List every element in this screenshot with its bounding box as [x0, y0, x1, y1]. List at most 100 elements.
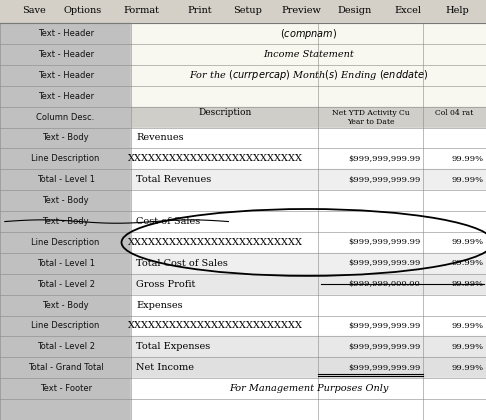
Bar — [0, 0, 486, 23]
Text: $999,999,999.99: $999,999,999.99 — [348, 259, 420, 267]
Text: Line Description: Line Description — [32, 321, 100, 331]
Bar — [0, 357, 131, 378]
Text: 99.99%: 99.99% — [451, 364, 484, 372]
Text: 99.99%: 99.99% — [451, 259, 484, 267]
Text: Print: Print — [187, 6, 211, 15]
Text: Text - Body: Text - Body — [42, 301, 89, 310]
Bar — [131, 86, 486, 107]
Bar — [0, 65, 131, 86]
Bar — [131, 274, 486, 295]
Text: Total - Grand Total: Total - Grand Total — [28, 363, 104, 372]
Bar — [131, 148, 486, 169]
Text: Text - Header: Text - Header — [37, 71, 94, 80]
Text: Preview: Preview — [281, 6, 321, 15]
Bar — [0, 378, 131, 399]
Bar — [0, 336, 131, 357]
Bar — [131, 232, 486, 253]
Text: Help: Help — [445, 6, 469, 15]
Text: Revenues: Revenues — [136, 134, 184, 142]
Bar — [131, 107, 486, 128]
Text: Income Statement: Income Statement — [263, 50, 354, 59]
Bar — [0, 232, 131, 253]
Text: $999,999,999.99: $999,999,999.99 — [348, 343, 420, 351]
Text: For the $(currper cap)$ Month$(s)$ Ending $(enddate)$: For the $(currper cap)$ Month$(s)$ Endin… — [189, 68, 428, 82]
Text: Total Cost of Sales: Total Cost of Sales — [136, 259, 228, 268]
Text: XXXXXXXXXXXXXXXXXXXXXXXXX: XXXXXXXXXXXXXXXXXXXXXXXXX — [128, 238, 303, 247]
Text: Text - Body: Text - Body — [42, 196, 89, 205]
Bar — [0, 315, 131, 336]
Text: Line Description: Line Description — [32, 238, 100, 247]
Text: Column Desc.: Column Desc. — [36, 113, 95, 122]
Bar — [0, 86, 131, 107]
Text: Line Description: Line Description — [32, 155, 100, 163]
Text: Text - Body: Text - Body — [42, 217, 89, 226]
Text: Options: Options — [64, 6, 102, 15]
Text: Col 04 rat: Col 04 rat — [435, 108, 473, 116]
Text: Net Income: Net Income — [136, 363, 194, 372]
Text: Text - Footer: Text - Footer — [39, 384, 92, 393]
Bar — [131, 295, 486, 315]
Text: 99.99%: 99.99% — [451, 280, 484, 288]
Bar — [0, 148, 131, 169]
Text: Gross Profit: Gross Profit — [136, 280, 195, 289]
Text: Total - Level 2: Total - Level 2 — [36, 342, 95, 352]
Text: 99.99%: 99.99% — [451, 322, 484, 330]
Bar — [0, 274, 131, 295]
Text: 99.99%: 99.99% — [451, 239, 484, 247]
Bar — [131, 65, 486, 86]
Text: $999,999,000.00: $999,999,000.00 — [348, 280, 420, 288]
Text: Cost of Sales: Cost of Sales — [136, 217, 200, 226]
Text: Expenses: Expenses — [136, 301, 183, 310]
Text: XXXXXXXXXXXXXXXXXXXXXXXXX: XXXXXXXXXXXXXXXXXXXXXXXXX — [128, 321, 303, 331]
Bar — [0, 107, 131, 128]
Text: Text - Header: Text - Header — [37, 92, 94, 101]
Bar — [131, 357, 486, 378]
Text: Setup: Setup — [233, 6, 262, 15]
Text: 99.99%: 99.99% — [451, 155, 484, 163]
Text: Excel: Excel — [395, 6, 422, 15]
Text: 99.99%: 99.99% — [451, 343, 484, 351]
Bar — [131, 190, 486, 211]
Bar — [0, 399, 131, 420]
Bar — [131, 315, 486, 336]
Text: Total - Level 2: Total - Level 2 — [36, 280, 95, 289]
Text: Design: Design — [338, 6, 372, 15]
Bar — [0, 23, 131, 44]
Text: $999,999,999.99: $999,999,999.99 — [348, 239, 420, 247]
Text: Text - Header: Text - Header — [37, 50, 94, 59]
Bar — [0, 253, 131, 274]
Bar — [0, 211, 131, 232]
Bar — [0, 44, 131, 65]
Bar — [0, 295, 131, 315]
Text: XXXXXXXXXXXXXXXXXXXXXXXXX: XXXXXXXXXXXXXXXXXXXXXXXXX — [128, 155, 303, 163]
Text: $999,999,999.99: $999,999,999.99 — [348, 176, 420, 184]
Bar — [131, 399, 486, 420]
Text: Save: Save — [22, 6, 46, 15]
Bar — [131, 23, 486, 44]
Text: Description: Description — [198, 108, 251, 117]
Text: 99.99%: 99.99% — [451, 176, 484, 184]
Text: Text - Body: Text - Body — [42, 134, 89, 142]
Text: $999,999,999.99: $999,999,999.99 — [348, 322, 420, 330]
Bar — [0, 169, 131, 190]
Text: $999,999,999.99: $999,999,999.99 — [348, 155, 420, 163]
Text: Format: Format — [123, 6, 159, 15]
Text: Total - Level 1: Total - Level 1 — [36, 259, 95, 268]
Text: $(compnam)$: $(compnam)$ — [280, 26, 337, 41]
Text: Year to Date: Year to Date — [347, 118, 394, 126]
Text: For Management Purposes Only: For Management Purposes Only — [229, 384, 388, 393]
Bar — [131, 336, 486, 357]
Text: Total - Level 1: Total - Level 1 — [36, 175, 95, 184]
Bar — [0, 190, 131, 211]
Bar — [131, 44, 486, 65]
Text: $999,999,999.99: $999,999,999.99 — [348, 364, 420, 372]
Bar — [131, 128, 486, 148]
Bar — [0, 128, 131, 148]
Bar — [131, 169, 486, 190]
Bar — [131, 211, 486, 232]
Bar — [131, 253, 486, 274]
Text: Total Revenues: Total Revenues — [136, 175, 211, 184]
Text: Total Expenses: Total Expenses — [136, 342, 210, 352]
Text: Net YTD Activity Cu: Net YTD Activity Cu — [332, 108, 409, 116]
Text: Text - Header: Text - Header — [37, 29, 94, 38]
